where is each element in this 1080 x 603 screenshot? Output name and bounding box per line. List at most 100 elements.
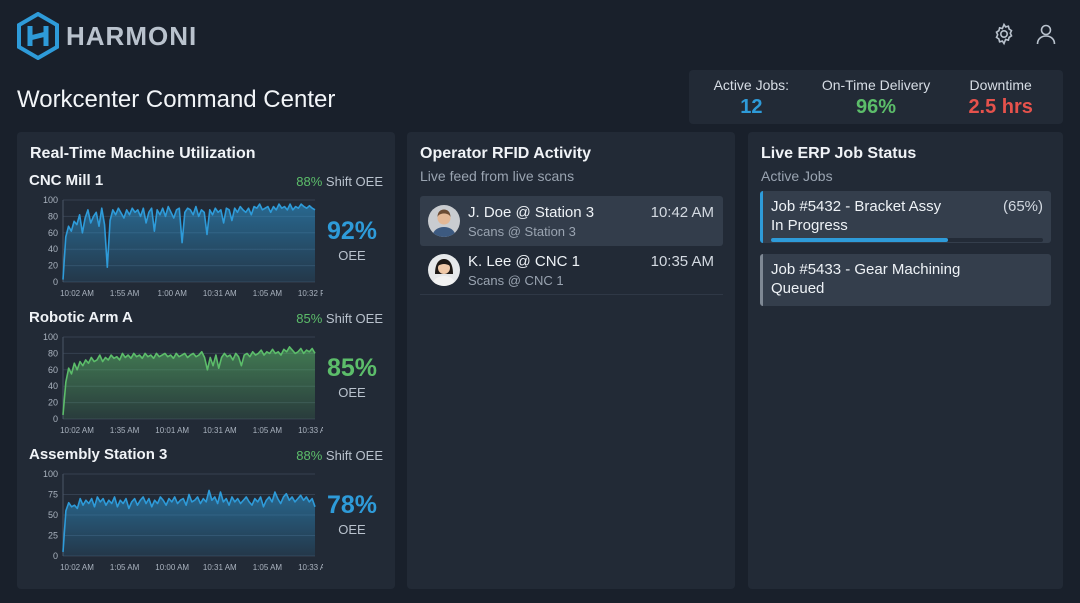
y-tick-label: 50 bbox=[48, 510, 58, 520]
kpi-summary: Active Jobs: 12 On-Time Delivery 96% Dow… bbox=[689, 70, 1063, 124]
x-tick-label: 10:32 PM bbox=[298, 289, 323, 298]
kpi-downtime: Downtime 2.5 hrs bbox=[938, 70, 1063, 124]
shift-oee-label: Shift OEE bbox=[325, 448, 383, 463]
job-card[interactable]: Job #5432 - Bracket Assy (65%) In Progre… bbox=[760, 191, 1051, 243]
oee-label: OEE bbox=[338, 248, 366, 263]
avatar bbox=[428, 205, 460, 237]
x-tick-label: 10:31 AM bbox=[203, 289, 237, 298]
kpi-on-time-delivery: On-Time Delivery 96% bbox=[814, 70, 939, 124]
y-tick-label: 75 bbox=[48, 490, 58, 500]
logo-text: HARMONI bbox=[66, 20, 198, 51]
series-area bbox=[63, 204, 315, 282]
shift-oee-label: Shift OEE bbox=[325, 311, 383, 326]
machine-robotic-arm-a: Robotic Arm A 85% Shift OEE 100 80 60 40 20 0… bbox=[17, 309, 395, 446]
rfid-scan-location: Scans @ Station 3 bbox=[468, 224, 576, 239]
shift-oee: 88% Shift OEE bbox=[296, 174, 383, 189]
erp-panel: Live ERP Job Status Active Jobs Job #543… bbox=[748, 132, 1063, 589]
y-tick-label: 0 bbox=[53, 277, 58, 287]
shift-oee-pct: 85% bbox=[296, 311, 323, 326]
x-tick-label: 10:01 AM bbox=[155, 426, 189, 435]
utilization-chart: 100 80 60 40 20 010:02 AM 1:55 AM 1:00 AM 10:31 … bbox=[43, 195, 323, 298]
harmoni-logo-icon bbox=[16, 12, 60, 60]
machine-assembly-station-3: Assembly Station 3 88% Shift OEE 100 75 50… bbox=[17, 446, 395, 583]
kpi-label: Downtime bbox=[969, 77, 1032, 93]
y-tick-label: 20 bbox=[48, 261, 58, 271]
utilization-chart: 100 80 60 40 20 010:02 AM 1:35 AM 10:01 AM 10:31… bbox=[43, 332, 323, 435]
y-tick-label: 0 bbox=[53, 414, 58, 424]
shift-oee: 85% Shift OEE bbox=[296, 311, 383, 326]
machine-name: Robotic Arm A bbox=[29, 309, 133, 326]
job-progress-fill bbox=[771, 238, 948, 242]
x-tick-label: 10:33 AM bbox=[298, 563, 323, 572]
kpi-value: 12 bbox=[740, 96, 763, 118]
shift-oee-label: Shift OEE bbox=[325, 174, 383, 189]
kpi-label: On-Time Delivery bbox=[821, 77, 931, 93]
oee-label: OEE bbox=[338, 522, 366, 537]
oee-label: OEE bbox=[338, 385, 366, 400]
kpi-value: 96% bbox=[855, 96, 897, 118]
y-tick-label: 80 bbox=[48, 348, 58, 358]
rfid-scan-location: Scans @ CNC 1 bbox=[468, 273, 564, 288]
machine-name: Assembly Station 3 bbox=[29, 446, 168, 463]
shift-oee-pct: 88% bbox=[296, 448, 323, 463]
series-line bbox=[62, 203, 316, 280]
page-title: Workcenter Command Center bbox=[17, 86, 336, 113]
y-tick-label: 60 bbox=[48, 228, 58, 238]
user-icon[interactable] bbox=[1034, 22, 1058, 46]
shift-oee-pct: 88% bbox=[296, 174, 323, 189]
job-name: Job #5433 - Gear Machining bbox=[771, 261, 961, 278]
y-tick-label: 100 bbox=[43, 195, 58, 205]
x-tick-label: 1:05 AM bbox=[253, 563, 283, 572]
x-tick-label: 10:31 AM bbox=[203, 426, 237, 435]
machine-name: CNC Mill 1 bbox=[29, 172, 104, 189]
y-tick-label: 25 bbox=[48, 531, 58, 541]
oee-value: 92% bbox=[326, 217, 378, 245]
shift-oee: 88% Shift OEE bbox=[296, 448, 383, 463]
gear-icon[interactable] bbox=[992, 22, 1016, 46]
utilization-panel: Real-Time Machine Utilization CNC Mill 1… bbox=[17, 132, 395, 589]
x-tick-label: 10:33 AM bbox=[298, 426, 323, 435]
x-tick-label: 10:31 AM bbox=[203, 563, 237, 572]
x-tick-label: 10:02 AM bbox=[60, 563, 94, 572]
y-tick-label: 100 bbox=[43, 332, 58, 342]
x-tick-label: 1:05 AM bbox=[253, 426, 283, 435]
kpi-active-jobs: Active Jobs: 12 bbox=[689, 70, 814, 124]
x-tick-label: 1:55 AM bbox=[110, 289, 140, 298]
rfid-timestamp: 10:42 AM bbox=[650, 204, 714, 221]
series-area bbox=[63, 346, 315, 419]
avatar bbox=[428, 254, 460, 286]
x-tick-label: 10:00 AM bbox=[155, 563, 189, 572]
utilization-chart: 100 75 50 25 010:02 AM 1:05 AM 10:00 AM 10:31 A… bbox=[43, 469, 323, 572]
panel-subtitle: Live feed from live scans bbox=[420, 168, 575, 184]
rfid-operator-name: K. Lee @ CNC 1 bbox=[468, 253, 580, 270]
panel-subtitle: Active Jobs bbox=[761, 168, 833, 184]
harmoni-logo[interactable]: HARMONI bbox=[16, 12, 197, 60]
y-tick-label: 100 bbox=[43, 469, 58, 479]
series-line bbox=[62, 346, 316, 415]
job-percent: (65%) bbox=[1002, 198, 1043, 215]
job-progress-bar bbox=[771, 238, 1043, 242]
oee-value: 85% bbox=[326, 354, 378, 382]
kpi-value: 2.5 hrs bbox=[968, 96, 1033, 118]
y-tick-label: 40 bbox=[48, 381, 58, 391]
job-card[interactable]: Job #5433 - Gear Machining Queued bbox=[760, 254, 1051, 306]
y-tick-label: 20 bbox=[48, 398, 58, 408]
y-tick-label: 40 bbox=[48, 244, 58, 254]
kpi-label: Active Jobs: bbox=[713, 77, 790, 93]
x-tick-label: 10:02 AM bbox=[60, 289, 94, 298]
oee-value: 78% bbox=[326, 491, 378, 519]
rfid-timestamp: 10:35 AM bbox=[650, 253, 714, 270]
y-tick-label: 80 bbox=[48, 211, 58, 221]
rfid-panel: Operator RFID Activity Live feed from li… bbox=[407, 132, 735, 589]
series-area bbox=[63, 490, 315, 556]
y-tick-label: 0 bbox=[53, 551, 58, 561]
job-status: In Progress bbox=[771, 217, 848, 234]
rfid-list-item[interactable]: J. Doe @ Station 3 Scans @ Station 3 10:… bbox=[420, 196, 723, 246]
y-tick-label: 60 bbox=[48, 365, 58, 375]
x-tick-label: 1:00 AM bbox=[158, 289, 188, 298]
rfid-list-item[interactable]: K. Lee @ CNC 1 Scans @ CNC 1 10:35 AM bbox=[420, 245, 723, 295]
x-tick-label: 10:02 AM bbox=[60, 426, 94, 435]
machine-cnc-mill-1: CNC Mill 1 88% Shift OEE 100 80 60 40 20 0 10:… bbox=[17, 172, 395, 309]
x-tick-label: 1:05 AM bbox=[110, 563, 140, 572]
x-tick-label: 1:35 AM bbox=[110, 426, 140, 435]
